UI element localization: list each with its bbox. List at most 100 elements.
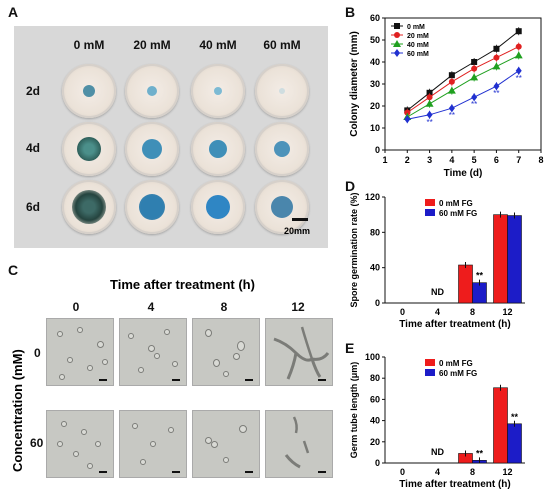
data-point: [493, 54, 500, 61]
y-axis-label: Germ tube length (μm): [349, 362, 359, 459]
x-axis-label: Time (d): [444, 168, 483, 179]
y-tick-label: 100: [365, 352, 380, 362]
x-tick-label: 2: [405, 155, 410, 165]
x-tick-label: 4: [435, 467, 440, 477]
data-point: [493, 45, 500, 52]
data-point: [471, 93, 478, 102]
significance-mark: **: [426, 118, 432, 127]
plate-6d-20mm: [125, 180, 179, 234]
data-point: [448, 78, 455, 85]
scale-bar: [292, 218, 308, 221]
legend-marker: [394, 23, 400, 29]
bar: [507, 215, 522, 304]
y-tick-label: 60: [370, 394, 380, 404]
panel-c-title: Time after treatment (h): [110, 277, 255, 292]
y-tick-label: 50: [370, 35, 380, 45]
y-tick-label: 60: [370, 13, 380, 23]
hyphae-0mm-12h: [273, 326, 330, 380]
bar: [493, 387, 508, 464]
hyphae-60mm-12h: [284, 416, 310, 469]
x-tick-label: 12: [502, 467, 512, 477]
row-label-4d: 4d: [26, 141, 41, 155]
x-tick-label: 4: [435, 307, 440, 317]
c-row-label-60: 60: [30, 436, 44, 450]
data-point: [471, 65, 478, 72]
panel-label-b: B: [345, 4, 356, 20]
legend-label: 0 mM FG: [439, 359, 473, 368]
scale-bar-label: 20mm: [284, 226, 311, 236]
data-point: [426, 89, 433, 96]
data-point: [404, 109, 411, 116]
plate-photo: 0 mM 20 mM 40 mM 60 mM 2d 4d 6d 20mm: [14, 26, 328, 248]
c-col-label-4: 4: [147, 300, 155, 314]
chart-d: 0 40 80 120 0 4 8 12 ND ** Time after treatment (h…: [349, 192, 525, 330]
plate-2d-60mm: [255, 64, 309, 118]
c-col-label-0: 0: [72, 300, 80, 314]
chart-b: 1 2 3 4 5 6 7 8 0 10 20 30 40 50 60 Time (d) Colony diam…: [349, 13, 544, 179]
x-tick-label: 0: [400, 307, 405, 317]
y-axis-label: Spore germination rate (%): [349, 192, 359, 307]
x-tick-label: 3: [427, 155, 432, 165]
c-row-label-0: 0: [34, 346, 41, 360]
legend-marker: [394, 49, 400, 57]
series-line: [407, 54, 519, 118]
nd-label: ND: [431, 287, 444, 297]
data-point: [425, 99, 434, 107]
data-point: [448, 72, 455, 79]
significance-mark: **: [471, 100, 477, 109]
micrograph-0mm-12h: [265, 318, 333, 386]
data-point: [426, 94, 433, 101]
plate-2d-20mm: [125, 64, 179, 118]
plate-4d-60mm: [255, 122, 309, 176]
col-label-60mm: 60 mM: [263, 38, 301, 52]
col-label-20mm: 20 mM: [133, 38, 171, 52]
y-tick-label: 0: [375, 145, 380, 155]
data-point: [404, 115, 411, 124]
legend-swatch: [425, 209, 435, 216]
legend-label: 20 mM: [407, 33, 429, 40]
x-tick-label: 12: [502, 307, 512, 317]
significance-mark: **: [493, 89, 499, 98]
micrograph-0mm-0h: [46, 318, 114, 386]
plate-6d-60mm: [255, 180, 309, 234]
col-label-40mm: 40 mM: [199, 38, 237, 52]
legend-swatch: [425, 199, 435, 206]
panel-label-c: C: [8, 262, 19, 278]
data-point: [448, 104, 455, 113]
plate-2d-40mm: [191, 64, 245, 118]
legend-marker: [394, 32, 400, 38]
data-point: [470, 73, 479, 81]
data-point: [514, 51, 523, 59]
series-line: [407, 70, 519, 120]
y-tick-label: 80: [370, 373, 380, 383]
legend-swatch: [425, 359, 435, 366]
plate-4d-20mm: [125, 122, 179, 176]
micrograph-0mm-8h: [192, 318, 260, 386]
y-tick-label: 20: [370, 101, 380, 111]
x-tick-label: 5: [472, 155, 477, 165]
significance-mark: **: [476, 448, 484, 458]
series-line: [406, 30, 520, 111]
c-col-label-8: 8: [220, 300, 228, 314]
y-tick-label: 30: [370, 79, 380, 89]
x-tick-label: 7: [516, 155, 521, 165]
c-col-label-12: 12: [291, 300, 305, 314]
y-tick-label: 10: [370, 123, 380, 133]
y-tick-label: 0: [375, 298, 380, 308]
micrograph-60mm-12h: [265, 410, 333, 478]
panel-label-e: E: [345, 340, 355, 356]
y-tick-label: 40: [370, 263, 380, 273]
x-tick-label: 0: [400, 467, 405, 477]
data-point: [493, 82, 500, 91]
legend-swatch: [425, 369, 435, 376]
x-tick-label: 4: [449, 155, 454, 165]
x-axis-label: Time after treatment (h): [399, 479, 511, 490]
data-point: [447, 86, 456, 94]
bar: [493, 214, 508, 304]
significance-mark: **: [511, 412, 519, 422]
panel-label-a: A: [8, 4, 19, 20]
data-point: [471, 59, 478, 65]
legend-label: 40 mM: [407, 42, 429, 49]
x-axis-label: Time after treatment (h): [399, 319, 511, 330]
legend-label: 60 mM FG: [439, 369, 477, 378]
